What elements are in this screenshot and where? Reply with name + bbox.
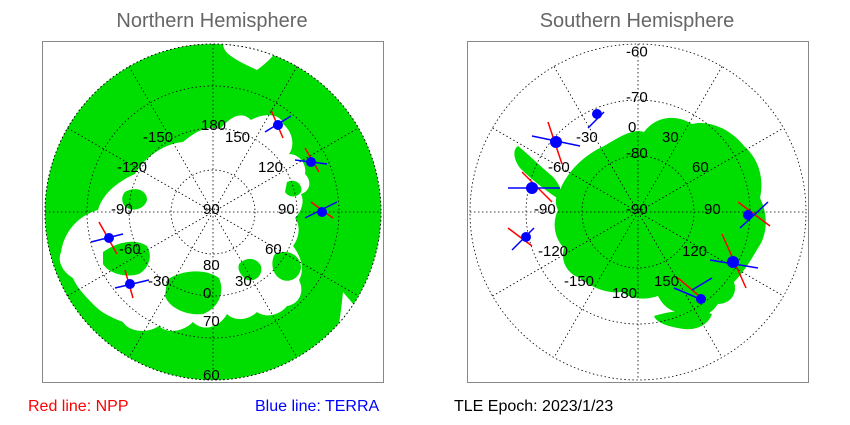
north-title: Northern Hemisphere	[116, 10, 308, 32]
north-lon-label-90: 90	[278, 201, 295, 218]
north-lat-label-90: 90	[203, 201, 220, 218]
north-sat-dot	[104, 233, 114, 243]
south-lat-label-m70: -70	[626, 89, 648, 106]
north-lat-label-60: 60	[203, 367, 220, 382]
south-pass-3	[508, 171, 560, 203]
north-lon-label-60: 60	[265, 241, 282, 258]
south-pass-2	[531, 121, 581, 165]
south-sat-dot	[592, 109, 602, 119]
south-sat-dot	[550, 136, 562, 148]
south-sat-dot	[727, 256, 739, 268]
south-sat-passes	[507, 109, 771, 304]
south-lon-label-m90: -90	[534, 201, 556, 218]
north-pass-3	[304, 201, 338, 219]
antarctica	[554, 117, 766, 318]
north-lon-label-120: 120	[258, 159, 283, 176]
south-polar-map: 0 30 60 90 120 150 180 -150 -120 -90 -60…	[469, 43, 807, 381]
north-pass-1	[264, 109, 292, 139]
south-pass-6	[709, 233, 759, 289]
south-lon-label-180: 180	[612, 285, 637, 302]
north-lon-label-m30: -30	[148, 273, 170, 290]
north-lon-label-m150: -150	[143, 129, 173, 146]
south-lon-label-m30: -30	[576, 129, 598, 146]
south-pass-4	[507, 227, 535, 251]
north-lon-label-m60: -60	[119, 241, 141, 258]
south-sat-dot	[521, 232, 531, 242]
north-lon-label-180: 180	[201, 117, 226, 134]
tle-epoch: TLE Epoch: 2023/1/23	[454, 398, 614, 415]
south-pass-7	[673, 277, 713, 304]
north-pass-5	[114, 269, 150, 299]
north-sat-dot	[317, 207, 327, 217]
north-map-frame: 180 150 120 90 60 30 0 -30 -60 -90 -120 …	[42, 41, 384, 383]
south-lon-label-30: 30	[662, 129, 679, 146]
north-pass-2	[294, 147, 328, 173]
south-lat-label-m90: -90	[626, 201, 648, 218]
north-sat-dot	[125, 279, 135, 289]
north-lon-label-150: 150	[225, 129, 250, 146]
south-sat-dot	[743, 210, 753, 220]
south-land-outlier	[654, 310, 712, 330]
south-lon-label-m150: -150	[564, 273, 594, 290]
south-lon-label-90: 90	[704, 201, 721, 218]
antarctic-peninsula	[514, 146, 562, 200]
south-pass-5	[737, 201, 771, 229]
south-lon-label-0: 0	[628, 119, 636, 136]
south-sat-dot	[696, 294, 706, 304]
north-lon-label-m120: -120	[117, 159, 147, 176]
north-lat-label-70: 70	[203, 313, 220, 330]
legend-npp: Red line: NPP	[28, 398, 129, 415]
north-lat-label-80: 80	[203, 257, 220, 274]
north-lon-label-0: 0	[203, 285, 211, 302]
south-sat-dot	[526, 182, 538, 194]
north-lon-label-30: 30	[235, 273, 252, 290]
south-map-frame: 0 30 60 90 120 150 180 -150 -120 -90 -60…	[467, 41, 809, 383]
south-lon-label-m120: -120	[538, 243, 568, 260]
south-lon-label-120: 120	[682, 243, 707, 260]
north-lon-label-m90: -90	[111, 201, 133, 218]
north-boundary	[44, 43, 382, 381]
north-pass-4	[90, 221, 124, 255]
north-sat-dot	[273, 120, 283, 130]
legend-terra: Blue line: TERRA	[255, 398, 380, 415]
south-pass-1	[587, 109, 605, 129]
north-sat-passes	[90, 109, 338, 299]
south-land	[514, 117, 766, 330]
south-lat-label-m60: -60	[626, 43, 648, 60]
south-lon-label-150: 150	[654, 273, 679, 290]
south-lat-label-m80: -80	[626, 145, 648, 162]
south-lon-label-60: 60	[692, 159, 709, 176]
north-polar-map: 180 150 120 90 60 30 0 -30 -60 -90 -120 …	[44, 43, 382, 382]
north-sat-dot	[306, 157, 316, 167]
south-lon-label-m60: -60	[548, 159, 570, 176]
south-title: Southern Hemisphere	[539, 10, 735, 32]
